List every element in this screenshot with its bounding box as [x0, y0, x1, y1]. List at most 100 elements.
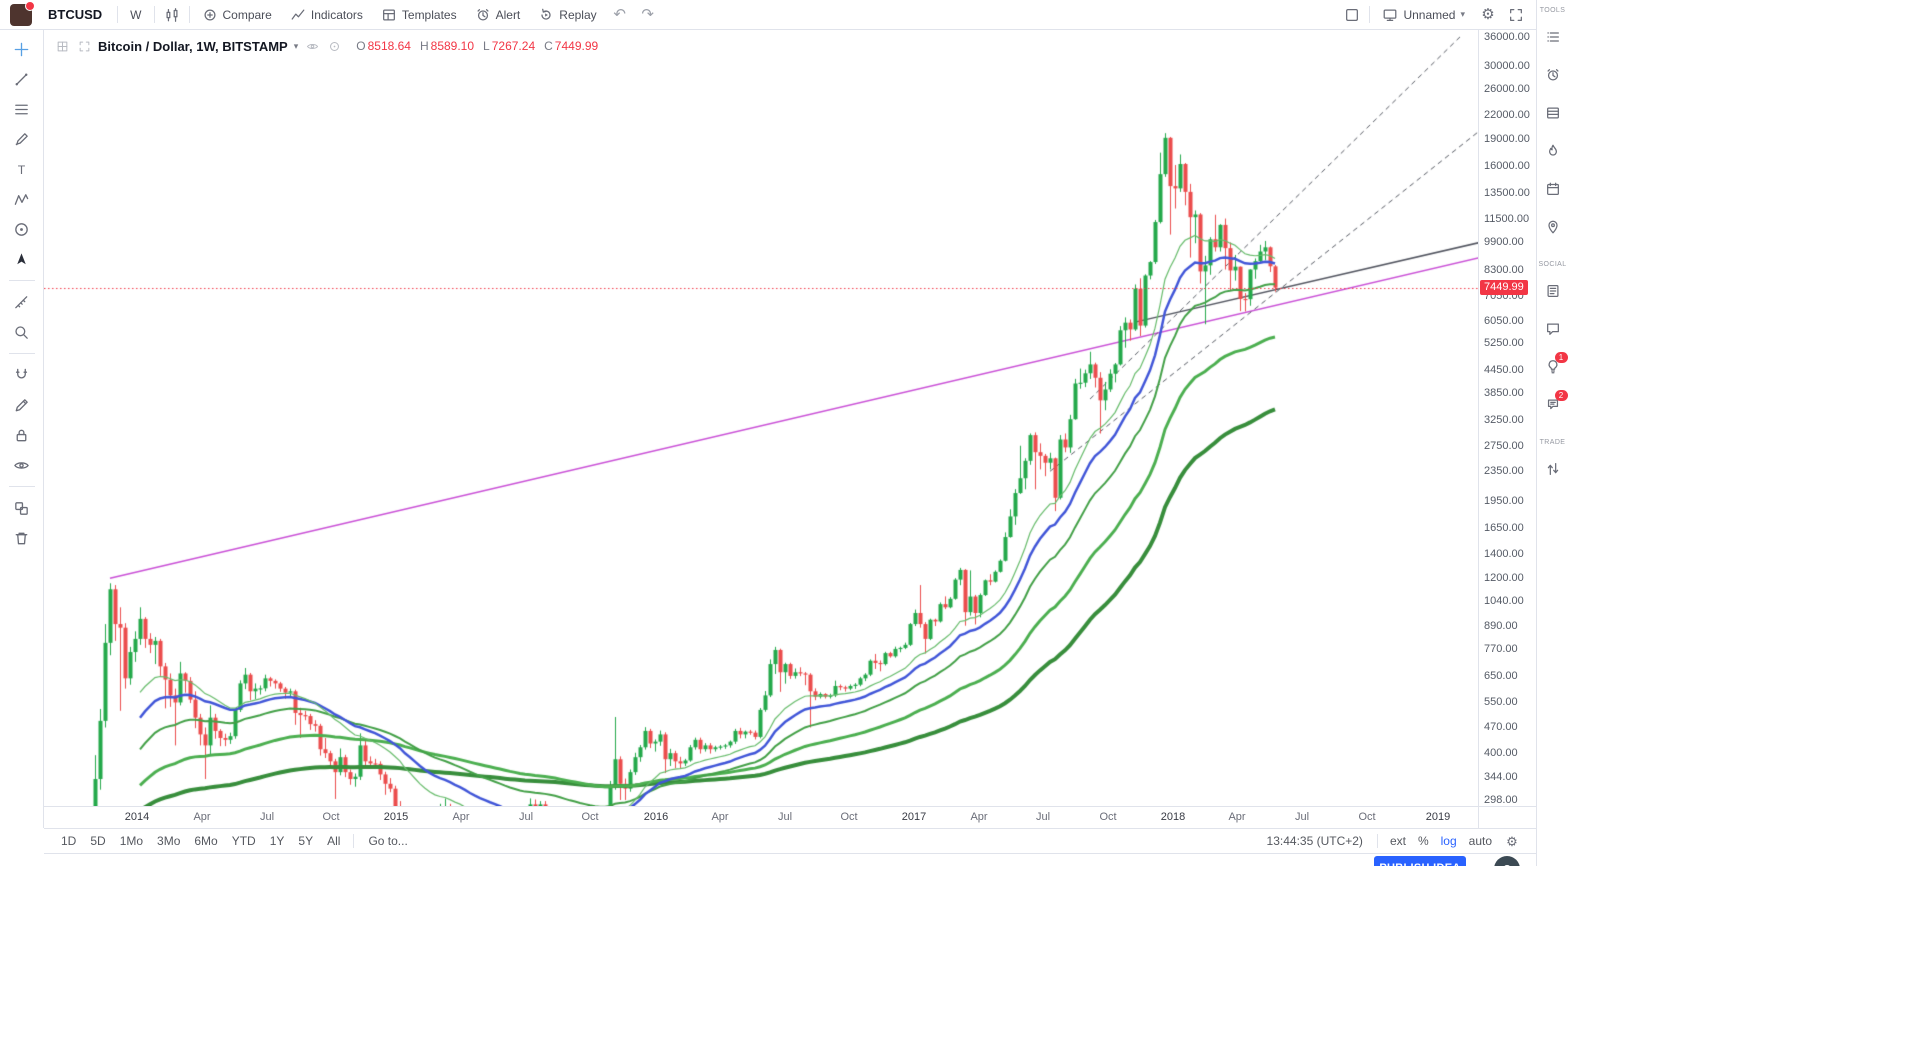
user-avatar[interactable] [10, 0, 35, 26]
price-tick: 650.00 [1484, 669, 1518, 682]
price-tick: 550.00 [1484, 696, 1518, 709]
price-tick: 470.00 [1484, 721, 1518, 734]
private-chat-button[interactable]: 2 [1537, 386, 1569, 424]
lock-drawings-tool[interactable] [8, 426, 36, 444]
symbol-menu-caret-icon[interactable]: ▾ [293, 40, 299, 51]
fullscreen-icon [1510, 8, 1522, 21]
interval-button[interactable]: W [130, 7, 142, 22]
svg-text:T: T [18, 162, 26, 176]
maximize-chart-button[interactable] [76, 38, 92, 54]
crosshair-tool[interactable] [8, 40, 36, 58]
chart-properties-button[interactable]: ⚙ [1474, 0, 1502, 30]
publish-idea-button[interactable]: PUBLISH IDEA [1374, 856, 1466, 866]
paper-trading-button[interactable] [1537, 450, 1569, 488]
time-tick: Jul [518, 811, 534, 823]
markers-button[interactable] [1537, 208, 1569, 246]
hotlists-button[interactable] [1537, 132, 1569, 170]
range-1mo-button[interactable]: 1Mo [119, 834, 144, 848]
close-label: C [544, 39, 553, 53]
forecast-icon [15, 222, 28, 236]
range-ytd-button[interactable]: YTD [231, 834, 256, 848]
price-tick: 6050.00 [1484, 314, 1524, 327]
fib-retracement-tool[interactable] [8, 100, 36, 118]
drawing-mode-tool[interactable] [8, 396, 36, 414]
calendar-icon [1546, 182, 1559, 195]
price-tick: 2750.00 [1484, 440, 1524, 453]
templates-button[interactable]: Templates [372, 0, 466, 30]
tradingview-app: BTCUSD W Compare Indicators Templates Al… [0, 0, 1568, 866]
symbol-title[interactable]: Bitcoin / Dollar, 1W, BITSTAMP [98, 38, 288, 54]
compare-button[interactable]: Compare [193, 0, 281, 30]
time-tick: 2019 [1425, 811, 1451, 823]
xabcd-pattern-tool[interactable] [8, 190, 36, 208]
time-axis[interactable]: 2014 Apr Jul Oct 2015 Apr Jul Oct 2016 Apr Jul Oct 2… [44, 806, 1478, 828]
replay-icon [541, 8, 551, 20]
add-chart-button[interactable] [54, 38, 70, 54]
alert-clock-icon [477, 8, 489, 21]
layout-box-icon [1346, 8, 1359, 21]
symbol-search-button[interactable]: BTCUSD [48, 7, 103, 22]
price-tick: 36000.00 [1484, 30, 1530, 43]
redo-button[interactable]: ↷ [634, 0, 662, 30]
clock-readout[interactable]: 13:44:35 (UTC+2) [1266, 834, 1363, 848]
range-1d-button[interactable]: 1D [61, 834, 77, 848]
range-5y-button[interactable]: 5Y [298, 834, 314, 848]
save-layout-button[interactable]: Unnamed ▾ [1373, 0, 1474, 30]
price-tag: 7449.99 [1480, 279, 1528, 295]
streams-button[interactable] [1537, 272, 1569, 310]
chart-style-button[interactable] [158, 0, 186, 30]
indicators-button[interactable]: Indicators [281, 0, 372, 30]
magnet-tool[interactable] [8, 366, 36, 384]
price-tick: 8300.00 [1484, 264, 1524, 277]
select-layout-button[interactable] [1338, 0, 1366, 30]
go-to-date-button[interactable]: Go to... [368, 834, 408, 848]
time-tick: Jul [1294, 811, 1310, 823]
gear-icon: ⚙ [1481, 6, 1495, 23]
replay-button[interactable]: Replay [529, 0, 605, 30]
percent-scale-button[interactable]: % [1417, 834, 1429, 848]
object-tree-tool[interactable] [8, 499, 36, 517]
right-toolbar: TOOLS SOCIAL 1 [1536, 0, 1568, 866]
more-options-button[interactable] [326, 38, 342, 54]
range-6mo-button[interactable]: 6Mo [194, 834, 218, 848]
alert-button[interactable]: Alert [466, 0, 530, 30]
range-all-button[interactable]: All [327, 834, 341, 848]
watchlist-button[interactable] [1537, 18, 1569, 56]
help-button[interactable]: ? [1494, 856, 1520, 866]
price-tick: 890.00 [1484, 619, 1518, 632]
range-3mo-button[interactable]: 3Mo [157, 834, 181, 848]
text-tool[interactable]: T [8, 160, 36, 178]
range-1y-button[interactable]: 1Y [269, 834, 285, 848]
remove-drawings-tool[interactable] [8, 529, 36, 547]
price-tick: 19000.00 [1484, 132, 1530, 145]
alerts-button[interactable] [1537, 56, 1569, 94]
measure-icon [15, 295, 28, 308]
auto-scale-button[interactable]: auto [1468, 834, 1492, 848]
time-tick: Jul [1035, 811, 1051, 823]
divider [1369, 6, 1371, 23]
brush-tool[interactable] [8, 130, 36, 148]
undo-button[interactable]: ↶ [606, 0, 634, 30]
ideas-notifications-button[interactable]: 1 [1537, 348, 1569, 386]
zoom-tool[interactable] [8, 323, 36, 341]
hide-drawings-tool[interactable] [8, 456, 36, 474]
price-tick: 4450.00 [1484, 363, 1524, 376]
screener-button[interactable] [1537, 94, 1569, 132]
measure-tool[interactable] [8, 293, 36, 311]
visibility-toggle-button[interactable] [304, 38, 320, 54]
zoom-icon [15, 325, 28, 339]
calendar-button[interactable] [1537, 170, 1569, 208]
trend-line-tool[interactable] [8, 70, 36, 88]
chats-button[interactable] [1537, 310, 1569, 348]
forecast-tool[interactable] [8, 220, 36, 238]
replay-label: Replay [559, 7, 597, 22]
arrow-cursor-tool[interactable] [8, 250, 36, 268]
log-scale-button[interactable]: log [1440, 834, 1457, 848]
price-chart-canvas[interactable] [44, 30, 1478, 806]
price-axis[interactable]: 7449.99 36000.00 30000.00 26000.00 22000.00… [1478, 30, 1536, 828]
range-5d-button[interactable]: 5D [90, 834, 106, 848]
low-label: L [483, 39, 490, 53]
ext-hours-button[interactable]: ext [1389, 834, 1406, 848]
fullscreen-button[interactable] [1502, 0, 1530, 30]
bottom-settings-button[interactable]: ⚙ [1498, 829, 1526, 853]
